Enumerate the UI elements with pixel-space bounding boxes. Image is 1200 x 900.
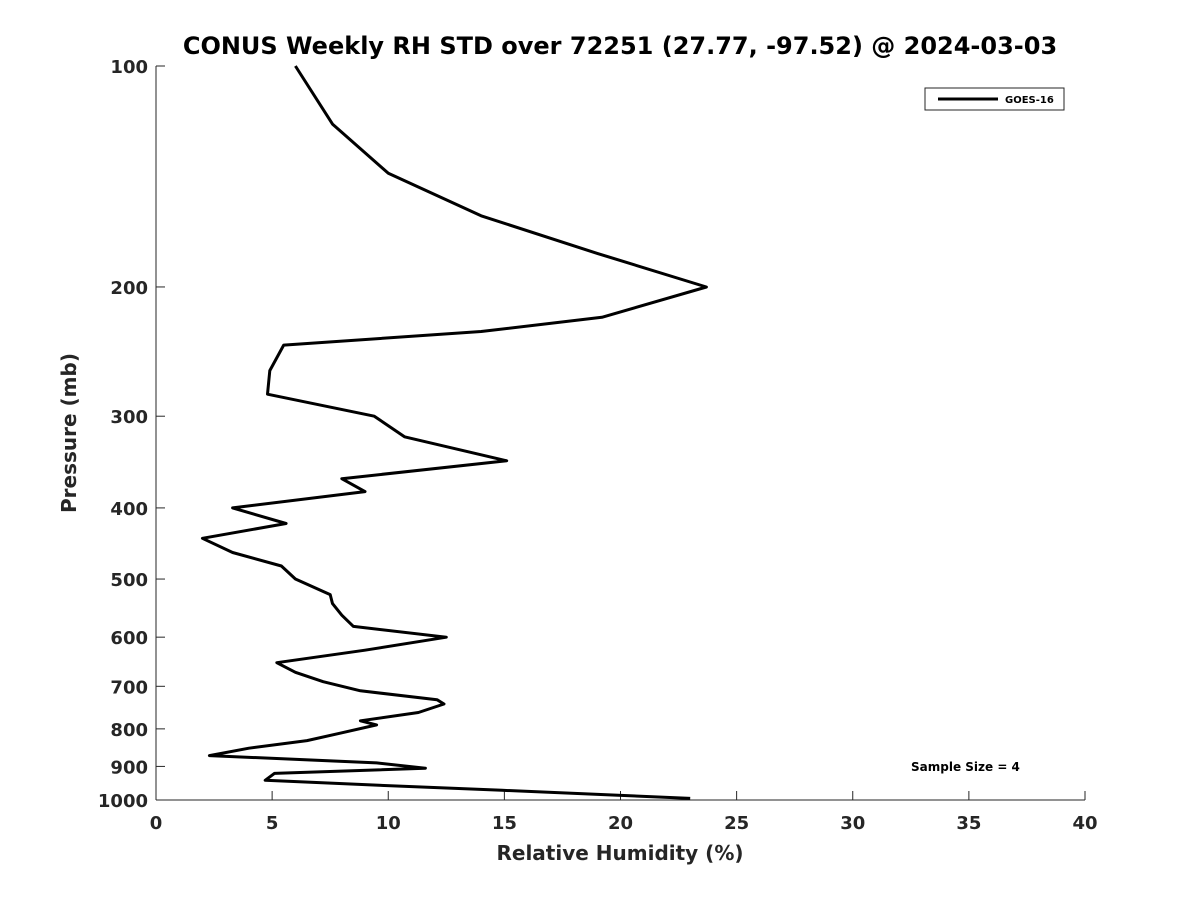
y-tick-label-500: 500 (110, 570, 148, 591)
x-tick-label-15: 15 (492, 813, 517, 834)
series-layer (200, 65, 708, 800)
x-tick-label-25: 25 (724, 813, 749, 834)
x-tick-label-20: 20 (608, 813, 633, 834)
x-tick-label-10: 10 (376, 813, 401, 834)
x-axis-ticks: 0 5 10 15 20 25 30 35 40 (150, 791, 1098, 834)
x-tick-label-30: 30 (840, 813, 865, 834)
y-axis-ticks: 100 200 300 400 500 600 700 800 900 1000 (98, 57, 165, 812)
y-tick-label-400: 400 (110, 499, 148, 520)
y-tick-label-900: 900 (110, 757, 148, 778)
y-tick-label-1000: 1000 (98, 791, 148, 812)
x-axis-label: Relative Humidity (%) (496, 841, 743, 865)
y-tick-label-200: 200 (110, 278, 148, 299)
y-tick-label-700: 700 (110, 677, 148, 698)
x-tick-label-5: 5 (266, 813, 279, 834)
y-tick-label-600: 600 (110, 628, 148, 649)
chart-title: CONUS Weekly RH STD over 72251 (27.77, -… (183, 32, 1057, 60)
y-tick-label-100: 100 (110, 57, 148, 78)
y-tick-label-800: 800 (110, 720, 148, 741)
x-tick-label-0: 0 (150, 813, 163, 834)
y-axis-label: Pressure (mb) (57, 353, 81, 513)
legend: GOES-16 (924, 87, 1065, 111)
sample-size-annotation: Sample Size = 4 (911, 760, 1020, 774)
x-tick-label-40: 40 (1072, 813, 1097, 834)
series-line-goes-16 (200, 65, 708, 800)
x-tick-label-35: 35 (956, 813, 981, 834)
y-tick-label-300: 300 (110, 407, 148, 428)
legend-entry-goes-16: GOES-16 (1005, 95, 1054, 106)
